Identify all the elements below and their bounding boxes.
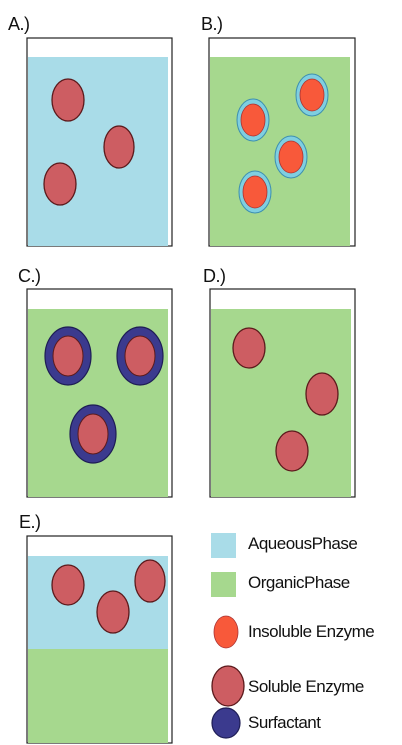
panel-label-a: A.) [8, 14, 30, 34]
legend-swatch-soluble [211, 665, 245, 707]
legend-label-organic: OrganicPhase [248, 573, 350, 592]
panel-label-e: E.) [19, 512, 41, 532]
insoluble-enzyme [299, 78, 325, 112]
legend-label-surfactant: Surfactant [248, 713, 321, 732]
soluble-enzyme [77, 413, 109, 455]
panel-b [208, 37, 356, 247]
soluble-enzyme [52, 335, 84, 377]
soluble-enzyme [103, 125, 135, 169]
insoluble-enzyme [240, 103, 266, 137]
soluble-enzyme [51, 78, 85, 122]
soluble-enzyme [124, 335, 156, 377]
panel-label-c: C.) [18, 266, 41, 286]
aqueous-phase-region [28, 57, 168, 246]
panel-d [209, 288, 356, 498]
soluble-enzyme [275, 430, 309, 472]
insoluble-enzyme [242, 175, 268, 209]
panel-label-b: B.) [201, 14, 223, 34]
legend-swatch-insoluble [213, 615, 239, 649]
soluble-enzyme [43, 162, 77, 206]
panel-a [26, 37, 173, 247]
panel-c [26, 288, 173, 498]
legend [211, 533, 245, 739]
legend-swatch-organic [211, 572, 236, 597]
soluble-enzyme [232, 327, 266, 369]
organic-phase-region [28, 649, 168, 743]
soluble-enzyme [134, 559, 166, 603]
panel-label-d: D.) [203, 266, 226, 286]
legend-swatch-surfactant [211, 707, 241, 739]
legend-label-aqueous: AqueousPhase [248, 534, 358, 553]
panel-e [26, 535, 173, 744]
legend-label-insoluble: Insoluble Enzyme [248, 622, 375, 641]
legend-label-soluble: Soluble Enzyme [248, 677, 364, 696]
soluble-enzyme [305, 372, 339, 416]
insoluble-enzyme [278, 140, 304, 174]
soluble-enzyme [96, 590, 130, 634]
soluble-enzyme [51, 564, 85, 606]
legend-swatch-aqueous [211, 533, 236, 558]
